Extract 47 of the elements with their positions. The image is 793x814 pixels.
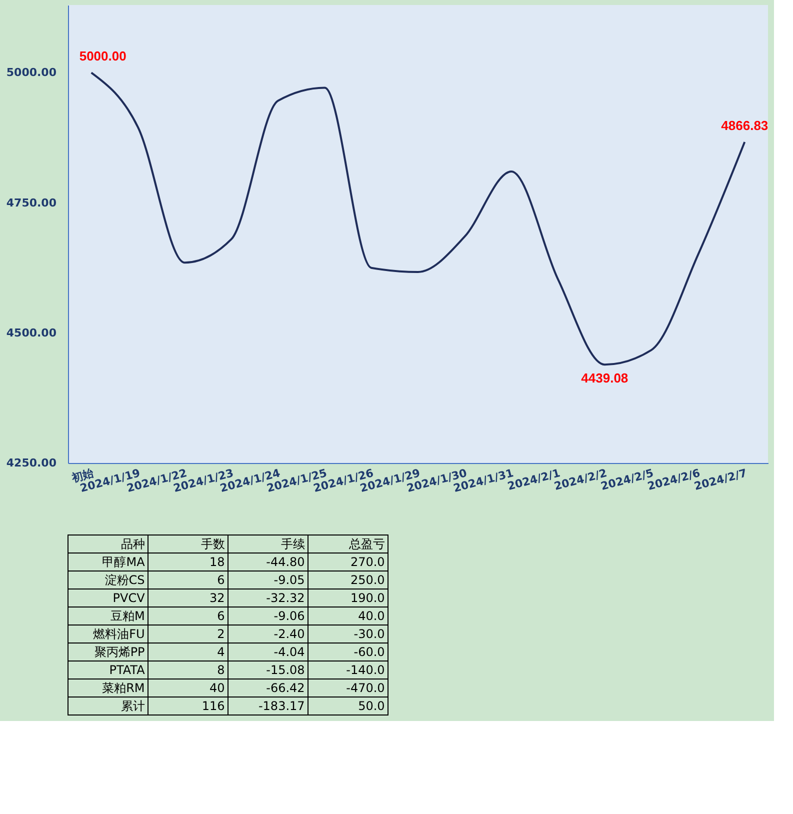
text: 116 — [202, 699, 225, 713]
text: 6 — [217, 609, 225, 623]
text: 270.0 — [350, 555, 385, 569]
text: -2.40 — [274, 627, 305, 641]
text: 8 — [217, 663, 225, 677]
text: PTATA — [109, 663, 146, 677]
data-label: 5000.00 — [79, 48, 126, 64]
text: -4.04 — [274, 645, 305, 659]
text: -44.80 — [266, 555, 305, 569]
text: -140.0 — [346, 663, 385, 677]
text: -470.0 — [346, 681, 385, 695]
text: 豆粕M — [110, 609, 145, 623]
text: 190.0 — [350, 591, 385, 605]
text: PVCV — [112, 591, 146, 605]
y-tick-label: 4500.00 — [6, 326, 57, 340]
text: 18 — [210, 555, 225, 569]
text: 菜粕RM — [102, 681, 145, 695]
y-tick-label: 4750.00 — [6, 196, 57, 210]
text: 4 — [217, 645, 225, 659]
text: 聚丙烯PP — [94, 645, 145, 659]
text: -9.05 — [274, 573, 305, 587]
text: 累计 — [120, 699, 145, 713]
text: 40 — [210, 681, 225, 695]
y-tick-label: 4250.00 — [6, 456, 57, 470]
text: 总盈亏 — [348, 537, 385, 551]
text: 2 — [217, 627, 225, 641]
text: 32 — [210, 591, 225, 605]
text: 250.0 — [350, 573, 385, 587]
text: 品种 — [120, 537, 145, 551]
y-tick-label: 5000.00 — [6, 66, 57, 80]
text: 手数 — [200, 537, 225, 551]
text: 淀粉CS — [104, 573, 145, 587]
text: 40.0 — [358, 609, 385, 623]
data-label: 4866.83 — [721, 118, 768, 133]
text: -15.08 — [266, 663, 305, 677]
text: 手续 — [280, 537, 305, 551]
data-label: 4439.08 — [581, 370, 628, 386]
text: -60.0 — [354, 645, 385, 659]
text: 50.0 — [358, 699, 385, 713]
text: 燃料油FU — [93, 627, 145, 641]
text: -30.0 — [354, 627, 385, 641]
text: 6 — [217, 573, 225, 587]
text: -66.42 — [266, 681, 305, 695]
text: -183.17 — [258, 699, 305, 713]
text: -32.32 — [266, 591, 305, 605]
text: -9.06 — [274, 609, 305, 623]
text: 甲醇MA — [102, 555, 146, 569]
